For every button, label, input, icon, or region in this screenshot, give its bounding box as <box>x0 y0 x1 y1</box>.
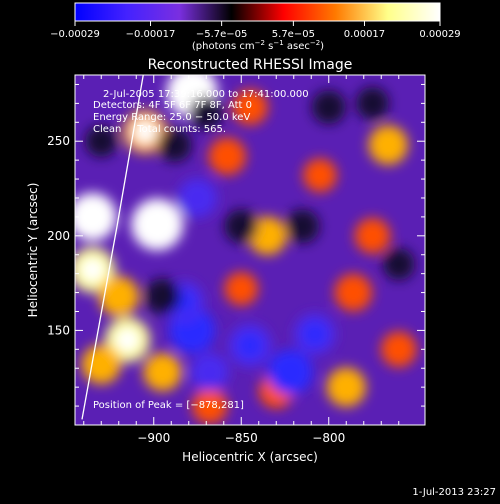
heatmap-blob <box>143 352 182 392</box>
heatmap-blob <box>326 367 366 407</box>
heatmap-blob <box>191 388 228 424</box>
heatmap-blob <box>334 273 373 312</box>
heatmap-blob <box>157 128 192 162</box>
heatmap-blob-core <box>277 359 303 385</box>
colorbar <box>74 2 441 22</box>
y-tick-label: 150 <box>47 323 70 337</box>
colorbar-tick-label: −5.7e−05 <box>196 29 248 40</box>
heatmap-blob-core <box>179 317 205 344</box>
x-tick-label: −850 <box>225 431 258 445</box>
heatmap-blob-core <box>79 203 106 231</box>
colorbar-ticks: −0.00029 −0.00017 −5.7e−05 5.7e−05 0.00017 0.… <box>50 21 461 40</box>
heatmap-blob-core <box>238 333 262 358</box>
heatmap-blob <box>189 96 224 130</box>
plot-frame <box>74 74 426 426</box>
annotation-time-range: 2-Jul-2005 17:39:16.000 to 17:41:00.000 <box>103 89 309 100</box>
heatmap-blob <box>98 276 139 317</box>
colorbar-tick-label: −0.00017 <box>126 29 176 40</box>
heatmap-blob <box>354 218 391 254</box>
heatmap-blob-core <box>303 322 327 346</box>
annotation-clean: Clean Total counts: 565. <box>93 124 226 135</box>
axis-ticks: −900 −850 −800 150 200 250 <box>47 75 425 445</box>
heatmap-blob <box>368 125 408 165</box>
annotation-peak: Position of Peak = [−878,281] <box>93 400 244 411</box>
heatmap-blob <box>380 331 417 368</box>
colorbar-unit-label: (photons cm−2 s−1 asec−2) <box>192 39 324 52</box>
annotation-detectors: Detectors: 4F 5F 6F 7F 8F, Att 0 <box>93 100 252 111</box>
x-axis-label: Heliocentric X (arcsec) <box>182 450 318 464</box>
colorbar-tick-label: 0.00029 <box>419 29 460 40</box>
y-axis-label: Heliocentric Y (arcsec) <box>26 183 40 318</box>
heatmap-blob <box>144 278 181 315</box>
y-tick-label: 200 <box>47 229 70 243</box>
colorbar-tick-label: 5.7e−05 <box>272 29 315 40</box>
heatmap-blob-core <box>142 210 172 239</box>
heatmap-blob <box>208 137 247 176</box>
heatmap-blob <box>382 248 415 281</box>
heatmap-blob <box>190 352 229 392</box>
heatmap-blob <box>303 158 337 193</box>
heatmap-image <box>75 75 417 424</box>
colorbar-tick-label: −0.00029 <box>50 29 100 40</box>
heatmap-blob <box>311 90 346 124</box>
timestamp: 1-Jul-2013 23:27 <box>412 487 496 498</box>
chart-title: Reconstructed RHESSI Image <box>148 57 353 73</box>
x-tick-label: −800 <box>312 431 345 445</box>
heatmap-blob <box>356 87 389 120</box>
heatmap-blob <box>232 89 268 125</box>
solar-limb-line <box>81 75 144 420</box>
colorbar-tick-label: 0.00017 <box>344 29 385 40</box>
heatmap-blob <box>85 125 118 158</box>
heatmap-blob <box>285 209 320 244</box>
heatmap-blob <box>81 344 121 385</box>
heatmap-blob-core <box>133 119 157 144</box>
heatmap-blob <box>177 178 218 218</box>
x-tick-label: −900 <box>137 431 170 445</box>
heatmap-blob <box>224 271 259 306</box>
heatmap-blob-core <box>115 327 140 353</box>
heatmap-blob <box>224 209 259 244</box>
annotation-energy: Energy Range: 25.0 − 50.0 keV <box>93 112 250 123</box>
y-tick-label: 250 <box>47 134 70 148</box>
heatmap-blob-core <box>80 257 105 283</box>
